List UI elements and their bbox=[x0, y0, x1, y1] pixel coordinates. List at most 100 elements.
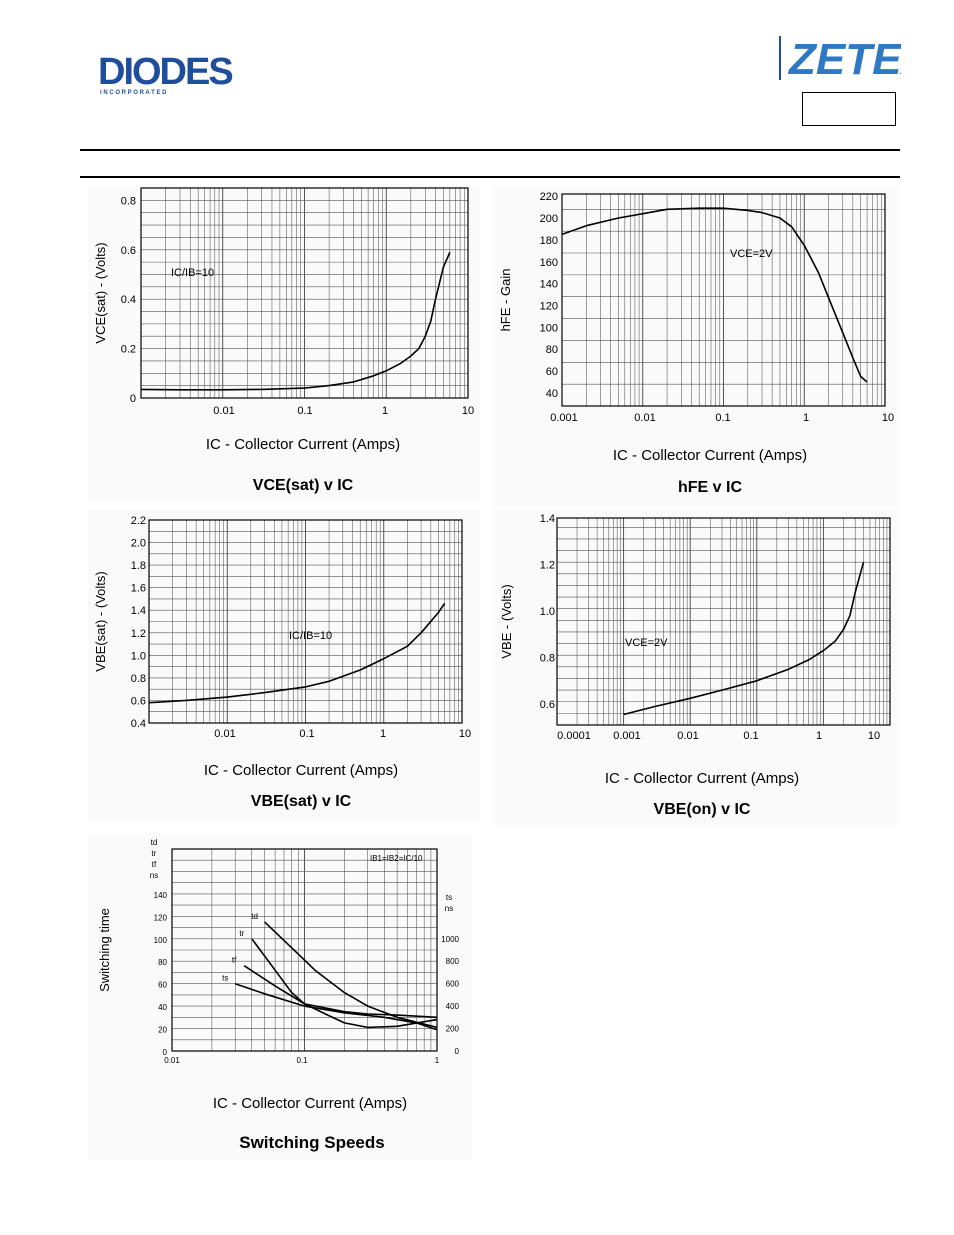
hfe-chart: 40 60 80 100 120 140 160 180 200 220 0.001 0.01 0.1 1… bbox=[498, 191, 894, 424]
x-tick-label: 1 bbox=[803, 412, 809, 424]
y2-unit-label: ts bbox=[446, 893, 452, 902]
diodes-logo-text: DIODES bbox=[98, 51, 232, 93]
y-tick-label: 40 bbox=[546, 388, 558, 400]
y-tick-label: 200 bbox=[540, 213, 558, 225]
y-tick-label: 0 bbox=[130, 393, 136, 405]
plot-frame bbox=[556, 517, 891, 726]
hfe-chart-title: hFE v IC bbox=[677, 479, 742, 496]
x-tick-label: 1 bbox=[816, 730, 822, 742]
x-tick-label: 0.001 bbox=[550, 412, 578, 424]
y-gridlines bbox=[149, 519, 462, 724]
series-line bbox=[140, 251, 451, 391]
y2-tick-label: 1000 bbox=[441, 935, 459, 944]
chart-annotation: IC/IB=10 bbox=[171, 267, 214, 279]
x-tick-label: 0.01 bbox=[164, 1056, 180, 1065]
y-tick-label: 80 bbox=[158, 958, 167, 967]
y-tick-label: 160 bbox=[540, 257, 558, 269]
series-label: td bbox=[251, 912, 258, 921]
x-tick-label: 0.001 bbox=[613, 730, 641, 742]
vbesat-x-axis-label: IC - Collector Current (Amps) bbox=[203, 762, 399, 779]
y-tick-label: 2.2 bbox=[131, 515, 146, 527]
y2-tick-label: 600 bbox=[446, 980, 460, 989]
y-tick-label: 1.0 bbox=[131, 650, 146, 662]
y-tick-label: 120 bbox=[154, 913, 168, 922]
y-tick-label: 60 bbox=[546, 366, 558, 378]
header-rule-bottom bbox=[80, 176, 900, 178]
vcesat-chart: 0 0.2 0.4 0.6 0.8 0.01 0.1 1 10 VCE(sat) - (Volts… bbox=[93, 187, 474, 417]
vcesat-x-axis-label: IC - Collector Current (Amps) bbox=[205, 436, 401, 453]
series-line-ts bbox=[234, 982, 438, 1031]
hfe-chart-panel: 40 60 80 100 120 140 160 180 200 220 0.001 0.01 0.1 1… bbox=[493, 185, 899, 505]
y-tick-label: 0.2 bbox=[121, 344, 136, 356]
y-tick-label: 180 bbox=[540, 235, 558, 247]
y-tick-label: 20 bbox=[158, 1026, 167, 1035]
vbeon-chart: 0.6 0.8 1.0 1.2 1.4 0.0001 0.001 0.01 0.1 1 10 VBE … bbox=[499, 513, 891, 742]
y-tick-label: 80 bbox=[546, 344, 558, 356]
y-tick-label: 0.8 bbox=[121, 195, 136, 207]
y-unit-label: td bbox=[151, 838, 158, 847]
y-axis-label: VBE(sat) - (Volts) bbox=[93, 571, 108, 671]
y-tick-label: 1.4 bbox=[131, 605, 146, 617]
x-tick-label: 10 bbox=[868, 730, 880, 742]
y-tick-label: 140 bbox=[154, 891, 168, 900]
y-tick-label: 0.6 bbox=[131, 695, 146, 707]
y-tick-label: 0.8 bbox=[131, 673, 146, 685]
series-label: tr bbox=[239, 929, 244, 938]
x-gridlines bbox=[140, 188, 469, 398]
y-tick-label: 140 bbox=[540, 279, 558, 291]
chart-annotation: IC/IB=10 bbox=[289, 630, 332, 642]
series-label: tf bbox=[232, 956, 237, 965]
y-tick-label: 120 bbox=[540, 300, 558, 312]
header-rule-top bbox=[80, 149, 900, 151]
plot-frame bbox=[148, 519, 463, 724]
y-tick-label: 0.6 bbox=[121, 245, 136, 257]
vbesat-chart: 0.4 0.6 0.8 1.0 1.2 1.4 1.6 1.8 2.0 2.2 0.01 0.1 1 10… bbox=[93, 515, 471, 740]
diodes-logo-subtext: I N C O R P O R A T E D bbox=[100, 90, 167, 96]
plot-frame bbox=[140, 187, 469, 399]
y-tick-label: 0 bbox=[163, 1048, 168, 1057]
x-gridlines bbox=[556, 518, 891, 725]
y-axis-label: Switching time bbox=[97, 908, 112, 992]
y-unit-label: ns bbox=[150, 871, 158, 880]
x-tick-label: 0.1 bbox=[715, 412, 730, 424]
y-gridlines bbox=[172, 848, 437, 1052]
plot-frame bbox=[561, 193, 886, 407]
y-tick-label: 0.6 bbox=[540, 699, 555, 711]
y2-tick-label: 800 bbox=[446, 957, 460, 966]
x-tick-label: 1 bbox=[380, 728, 386, 740]
y2-tick-label: 0 bbox=[455, 1047, 460, 1056]
vbesat-chart-panel: 0.4 0.6 0.8 1.0 1.2 1.4 1.6 1.8 2.0 2.2 0.01 0.1 1 10… bbox=[88, 510, 480, 820]
y-tick-label: 1.0 bbox=[540, 606, 555, 618]
vcesat-chart-panel: 0 0.2 0.4 0.6 0.8 0.01 0.1 1 10 VCE(sat) - (Volts… bbox=[88, 185, 480, 500]
x-tick-label: 10 bbox=[882, 412, 894, 424]
y-gridlines bbox=[557, 527, 890, 726]
x-tick-label: 0.1 bbox=[743, 730, 758, 742]
y-axis-label: hFE - Gain bbox=[498, 269, 513, 332]
x-tick-label: 1 bbox=[435, 1056, 440, 1065]
y-tick-label: 0.4 bbox=[121, 294, 136, 306]
y-tick-label: 1.2 bbox=[540, 560, 555, 572]
x-tick-label: 0.0001 bbox=[557, 730, 591, 742]
part-number-box bbox=[802, 92, 896, 126]
hfe-x-axis-label: IC - Collector Current (Amps) bbox=[612, 447, 808, 464]
y-tick-label: 100 bbox=[154, 936, 168, 945]
series-label: ts bbox=[222, 974, 228, 983]
x-tick-label: 10 bbox=[462, 405, 474, 417]
x-tick-label: 0.01 bbox=[214, 728, 235, 740]
switching-chart: 0 20 40 60 80 100 120 140 0 200 400 600 800 1000 ts ns t… bbox=[97, 838, 460, 1065]
series-line-tr bbox=[251, 938, 438, 1029]
x-tick-label: 10 bbox=[459, 728, 471, 740]
switching-chart-panel: 0 20 40 60 80 100 120 140 0 200 400 600 800 1000 ts ns t… bbox=[88, 833, 472, 1160]
vbeon-x-axis-label: IC - Collector Current (Amps) bbox=[604, 770, 800, 787]
vcesat-chart-title: VCE(sat) v IC bbox=[252, 477, 354, 494]
x-tick-label: 0.01 bbox=[213, 405, 234, 417]
y-tick-label: 0.8 bbox=[540, 653, 555, 665]
vbeon-chart-panel: 0.6 0.8 1.0 1.2 1.4 0.0001 0.001 0.01 0.1 1 10 VBE … bbox=[493, 510, 899, 825]
y-tick-label: 0.4 bbox=[131, 718, 146, 730]
y-tick-label: 1.2 bbox=[131, 628, 146, 640]
y2-tick-label: 400 bbox=[446, 1002, 460, 1011]
plot-frame bbox=[171, 848, 438, 1052]
x-tick-label: 0.01 bbox=[677, 730, 698, 742]
series-line-tf bbox=[243, 965, 438, 1019]
zetex-logo: ZETEX bbox=[779, 35, 901, 80]
